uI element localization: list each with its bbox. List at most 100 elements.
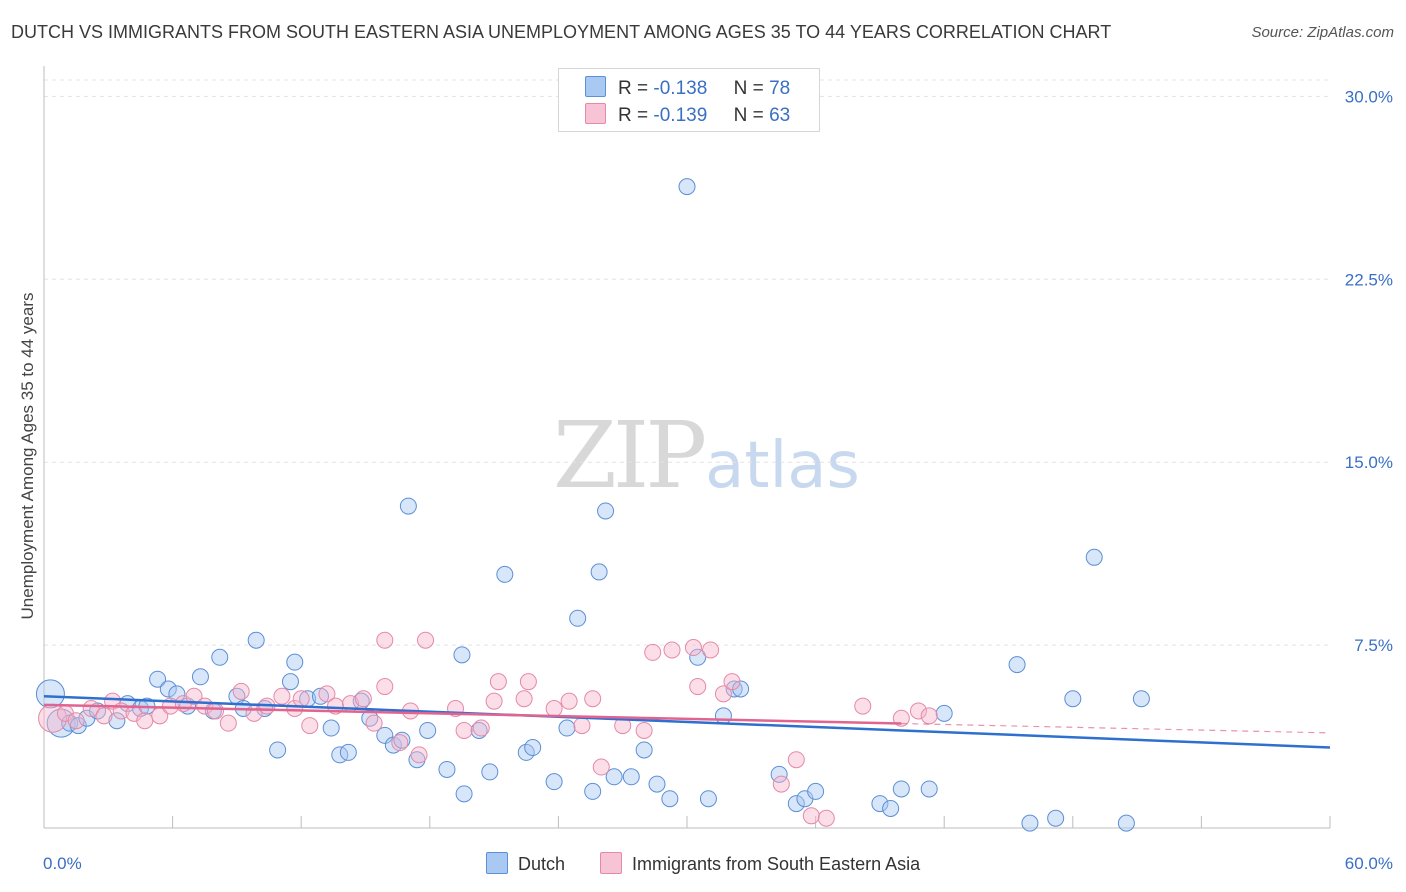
dutch-point	[661, 790, 679, 808]
dutch-point	[648, 775, 666, 793]
y-axis-label: Unemployment Among Ages 35 to 44 years	[18, 292, 37, 620]
immigrants-point	[592, 758, 610, 776]
immigrants-point	[920, 707, 938, 725]
immigrants-point	[376, 678, 394, 696]
dutch-point	[892, 780, 910, 798]
immigrants-point	[391, 734, 409, 752]
immigrants-trend-extension	[901, 722, 1331, 734]
watermark-atlas: atlas	[705, 429, 860, 503]
source-label: Source: ZipAtlas.com	[1251, 24, 1394, 41]
dutch-point	[545, 773, 563, 791]
immigrants-point	[584, 690, 602, 708]
dutch-point	[1047, 809, 1065, 827]
immigrants-point	[714, 685, 732, 703]
legend-n-immigrants: 63	[769, 105, 791, 126]
immigrants-point	[354, 690, 372, 708]
dutch-point	[46, 708, 76, 738]
immigrants-point	[365, 714, 383, 732]
dutch-point	[558, 719, 576, 737]
immigrants-point	[318, 685, 336, 703]
legend-row-immigrants: R = -0.139 N = 63	[585, 103, 790, 127]
dutch-point	[339, 743, 357, 761]
dutch-point	[1021, 814, 1039, 832]
dutch-swatch	[585, 76, 606, 97]
immigrants-point	[573, 717, 591, 735]
x-tick-label-max: 60.0%	[1345, 854, 1393, 873]
watermark-zip: ZIP	[553, 402, 707, 509]
legend-r-dutch: -0.138	[653, 78, 708, 99]
dutch-point	[699, 790, 717, 808]
dutch-point	[1008, 656, 1026, 674]
immigrants-point	[136, 712, 154, 730]
dutch-point	[882, 799, 900, 817]
immigrants-point	[417, 631, 435, 649]
immigrants-point	[909, 702, 927, 720]
dutch-point	[35, 679, 65, 709]
dutch-point	[1085, 548, 1103, 566]
bottom-dutch-label: Dutch	[518, 854, 566, 874]
immigrants-point	[410, 746, 428, 764]
dutch-point	[419, 721, 437, 739]
immigrants-point	[787, 751, 805, 769]
dutch-point	[470, 721, 488, 739]
immigrants-point	[206, 702, 224, 720]
dutch-point	[376, 726, 394, 744]
immigrants-point	[219, 714, 237, 732]
dutch-point	[732, 680, 750, 698]
y-tick-label: 30.0%	[1345, 87, 1393, 106]
dutch-point	[399, 497, 417, 515]
immigrants-trend-line	[43, 703, 902, 725]
immigrants-point	[515, 690, 533, 708]
legend-r-immigrants: -0.139	[653, 105, 708, 126]
dutch-point	[286, 653, 304, 671]
legend-row-dutch: R = -0.138 N = 78	[585, 76, 790, 100]
immigrants-point	[273, 687, 291, 705]
dutch-point	[149, 670, 167, 688]
immigrants-point	[472, 719, 490, 737]
immigrants-point	[854, 697, 872, 715]
immigrants-point	[82, 700, 100, 718]
dutch-point	[481, 763, 499, 781]
bottom-legend-dutch: Dutch	[486, 852, 565, 875]
legend-n-label-dutch: N =	[733, 78, 764, 99]
dutch-point	[108, 712, 126, 730]
dutch-point	[496, 565, 514, 583]
dutch-point	[590, 563, 608, 581]
y-tick-label: 22.5%	[1345, 270, 1393, 289]
dutch-point	[281, 673, 299, 691]
y-tick-label: 7.5%	[1354, 636, 1393, 655]
immigrants-point	[545, 700, 563, 718]
bottom-immigrants-swatch	[600, 852, 622, 874]
bottom-legend-immigrants: Immigrants from South Eastern Asia	[600, 852, 920, 875]
dutch-point	[871, 795, 889, 813]
dutch-point	[322, 719, 340, 737]
correlation-legend: R = -0.138 N = 78 R = -0.139 N = 63	[558, 68, 820, 132]
immigrants-point	[489, 673, 507, 691]
immigrants-point	[301, 717, 319, 735]
dutch-point	[384, 736, 402, 754]
immigrants-point	[689, 678, 707, 696]
dutch-point	[159, 680, 177, 698]
immigrants-point	[635, 721, 653, 739]
immigrants-point	[519, 673, 537, 691]
immigrants-point	[702, 641, 720, 659]
dutch-point	[678, 178, 696, 196]
dutch-point	[807, 782, 825, 800]
dutch-point	[1064, 690, 1082, 708]
immigrants-point	[723, 673, 741, 691]
legend-r-label-dutch: R =	[618, 78, 649, 99]
immigrants-point	[185, 687, 203, 705]
dutch-point	[787, 795, 805, 813]
dutch-point	[689, 648, 707, 666]
dutch-point	[635, 741, 653, 759]
legend-r-label-immigrants: R =	[618, 105, 649, 126]
immigrants-point	[560, 692, 578, 710]
dutch-point	[211, 648, 229, 666]
immigrants-point	[663, 641, 681, 659]
chart-title: DUTCH VS IMMIGRANTS FROM SOUTH EASTERN A…	[11, 22, 1112, 42]
dutch-point	[714, 707, 732, 725]
y-tick-label: 15.0%	[1345, 453, 1393, 472]
legend-n-dutch: 78	[769, 78, 791, 99]
immigrants-point	[232, 682, 250, 700]
